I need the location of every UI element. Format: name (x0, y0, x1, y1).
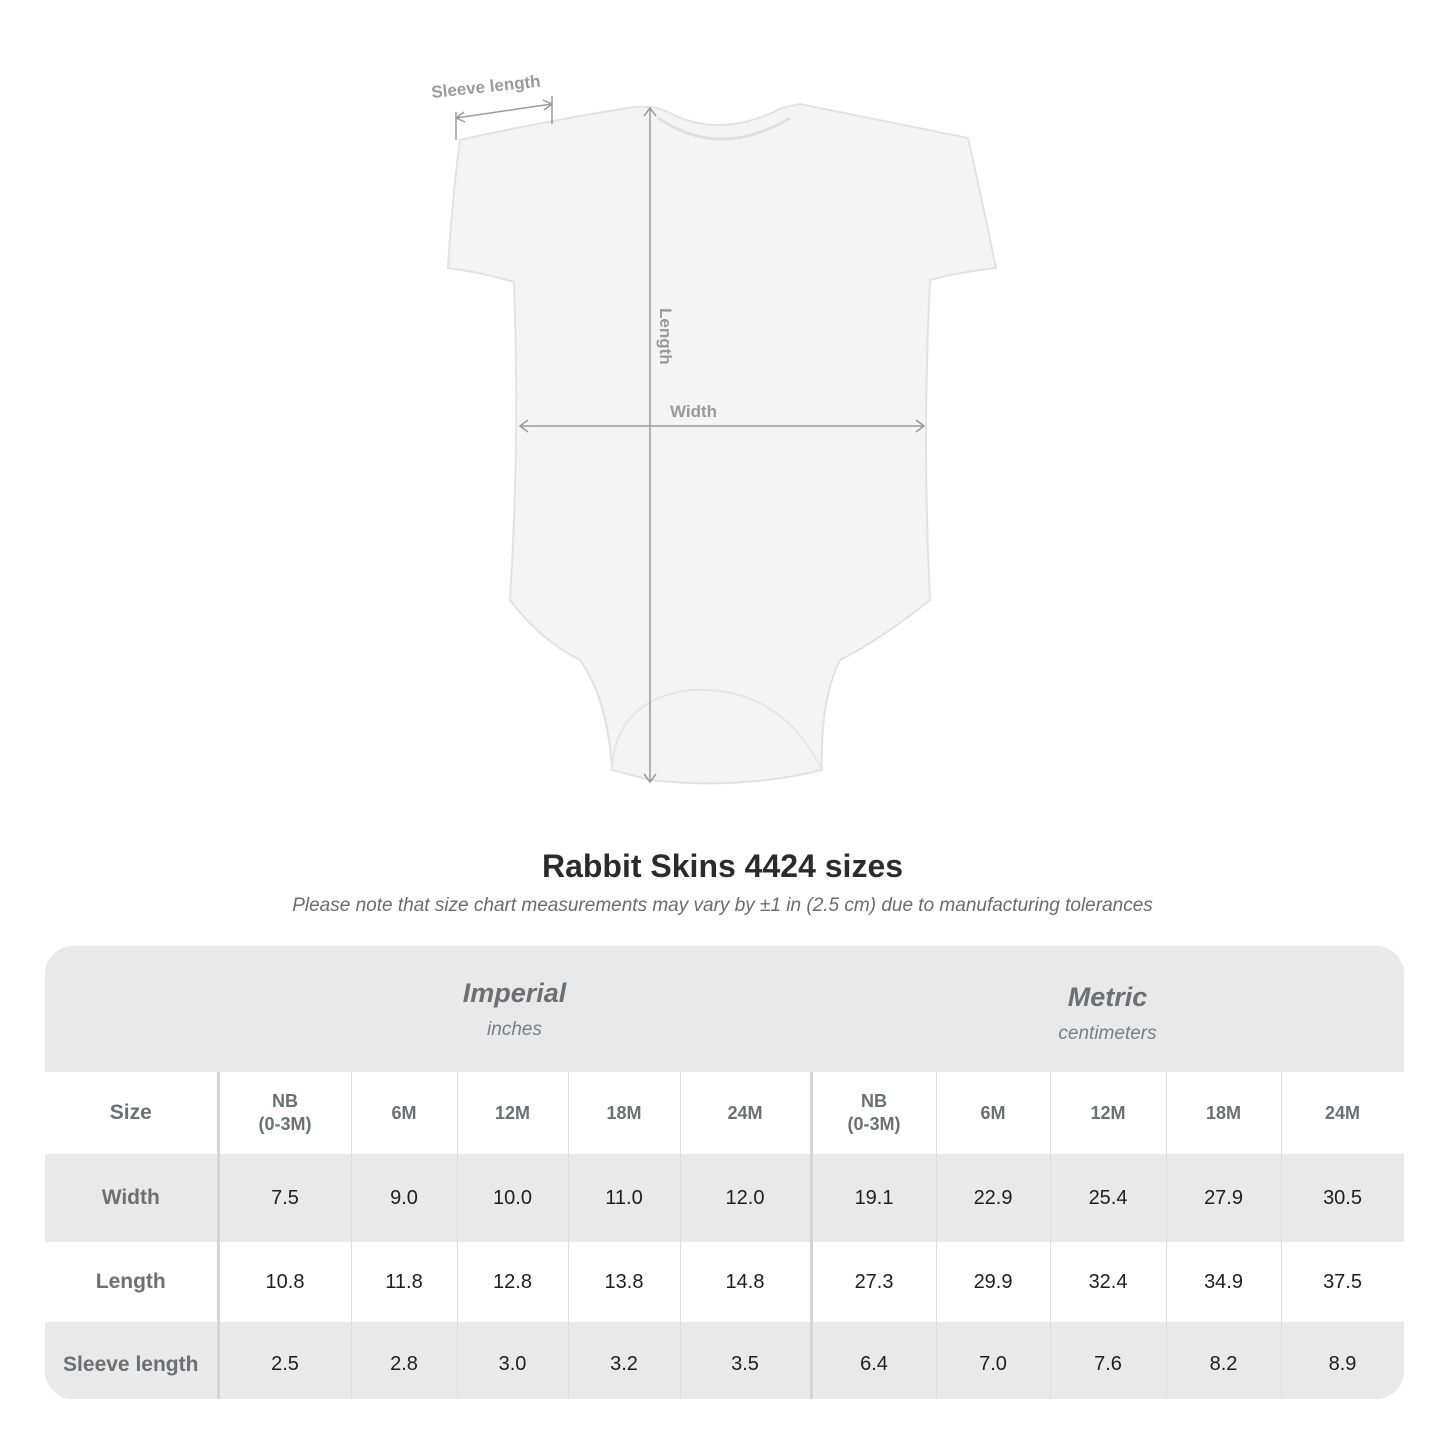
metric-value-cell: 19.1 (811, 1154, 937, 1242)
page-title: Rabbit Skins 4424 sizes (541, 848, 904, 884)
size-range: (0-3M) (847, 1114, 901, 1134)
imperial-title: Imperial (462, 977, 567, 1008)
metric-value-cell: 7.0 (936, 1322, 1051, 1399)
metric-value-cell: 6.4 (811, 1322, 937, 1399)
imperial-value-cell: 12.8 (457, 1242, 569, 1322)
imperial-size-header: 24M (680, 1072, 813, 1154)
metric-value-cell: 32.4 (1050, 1242, 1167, 1322)
imperial-value-cell: 12.0 (680, 1154, 813, 1242)
imperial-value-cell: 10.8 (218, 1242, 352, 1322)
imperial-value-cell: 9.0 (351, 1154, 458, 1242)
metric-size-header: 18M (1166, 1072, 1282, 1154)
size-name: 18M (606, 1102, 642, 1123)
size-name: 6M (980, 1102, 1006, 1123)
metric-size-header: 6M (936, 1072, 1051, 1154)
imperial-size-header: 18M (568, 1072, 681, 1154)
size-name: 24M (1325, 1102, 1361, 1123)
metric-value-cell: 8.2 (1166, 1322, 1282, 1399)
system-header-row: Imperial inches Metric centimeters (45, 946, 1404, 1072)
imperial-value-cell: 2.8 (351, 1322, 458, 1399)
length-measure (643, 106, 657, 784)
metric-value-cell: 27.3 (811, 1242, 937, 1322)
imperial-value-cell: 10.0 (457, 1154, 569, 1242)
imperial-header: Imperial inches (218, 946, 811, 1072)
metric-value-cell: 22.9 (936, 1154, 1051, 1242)
size-name: 6M (391, 1102, 417, 1123)
tolerance-note: Please note that size chart measurements… (292, 895, 1153, 916)
onesie-illustration: Sleeve length Length Width (430, 72, 998, 785)
size-name: NB (861, 1091, 888, 1111)
length-label: Length (656, 308, 675, 365)
sleeve-measure (454, 96, 554, 140)
metric-value-cell: 29.9 (936, 1242, 1051, 1322)
sleeve-length-label: Sleeve length (430, 72, 541, 102)
metric-value-cell: 34.9 (1166, 1242, 1282, 1322)
onesie-body (446, 102, 998, 785)
neckline (657, 116, 791, 141)
imperial-size-header: 6M (351, 1072, 458, 1154)
width-label: Width (670, 402, 717, 421)
table-row: Width 7.5 9.0 10.0 11.0 12.0 19.1 22.9 25.4 27.9 3… (45, 1154, 1404, 1242)
imperial-unit: inches (487, 1018, 542, 1040)
imperial-value-cell: 3.0 (457, 1322, 569, 1399)
table-row: Sleeve length 2.5 2.8 3.0 3.2 3.5 6.4 7.0 7.6 8.2… (45, 1322, 1404, 1399)
size-name: 24M (727, 1102, 763, 1123)
metric-title: Metric (1067, 981, 1148, 1012)
metric-size-header: NB (0-3M) (811, 1072, 937, 1154)
metric-value-cell: 27.9 (1166, 1154, 1282, 1242)
imperial-value-cell: 13.8 (568, 1242, 681, 1322)
imperial-value-cell: 14.8 (680, 1242, 813, 1322)
crotch-flap (611, 688, 823, 771)
imperial-size-header: 12M (457, 1072, 569, 1154)
imperial-value-cell: 7.5 (218, 1154, 352, 1242)
size-name: NB (272, 1091, 298, 1111)
size-name: 12M (494, 1102, 530, 1123)
metric-unit: centimeters (1058, 1022, 1157, 1044)
imperial-value-cell: 11.0 (568, 1154, 681, 1242)
metric-value-cell: 8.9 (1281, 1322, 1404, 1399)
imperial-value-cell: 3.2 (568, 1322, 681, 1399)
metric-header: Metric centimeters (811, 946, 1404, 1072)
metric-value-cell: 30.5 (1281, 1154, 1404, 1242)
metric-value-cell: 25.4 (1050, 1154, 1167, 1242)
imperial-size-header: NB (0-3M) (218, 1072, 352, 1154)
row-label: Sleeve length (45, 1322, 220, 1399)
size-row: Size NB (0-3M) 6M 12M 18M 24M NB (0-3M) 6M 12M 18M… (45, 1072, 1404, 1154)
size-name: 12M (1090, 1102, 1126, 1123)
imperial-value-cell: 2.5 (218, 1322, 352, 1399)
metric-size-header: 24M (1281, 1072, 1404, 1154)
metric-value-cell: 7.6 (1050, 1322, 1167, 1399)
imperial-value-cell: 11.8 (351, 1242, 458, 1322)
row-label: Width (45, 1154, 220, 1242)
size-label: Size (45, 1072, 220, 1154)
metric-size-header: 12M (1050, 1072, 1167, 1154)
size-chart-table: Imperial inches Metric centimeters Size … (45, 946, 1404, 1399)
size-name: 18M (1206, 1102, 1242, 1123)
metric-value-cell: 37.5 (1281, 1242, 1404, 1322)
size-range: (0-3M) (258, 1114, 312, 1134)
row-label: Length (45, 1242, 220, 1322)
imperial-value-cell: 3.5 (680, 1322, 813, 1399)
width-measure (518, 419, 926, 433)
table-row: Length 10.8 11.8 12.8 13.8 14.8 27.3 29.9 32.4 34… (45, 1242, 1404, 1322)
